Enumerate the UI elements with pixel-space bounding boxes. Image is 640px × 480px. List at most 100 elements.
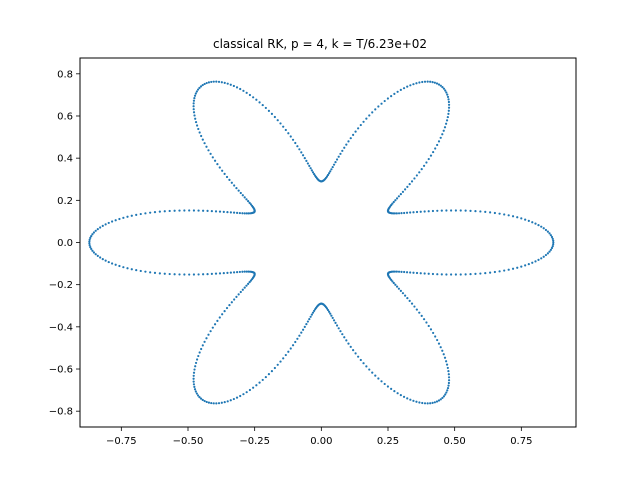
data-point bbox=[421, 80, 424, 84]
data-point bbox=[196, 88, 200, 91]
data-point bbox=[210, 80, 213, 84]
data-point bbox=[89, 246, 92, 249]
data-point bbox=[393, 92, 396, 95]
data-point bbox=[423, 210, 426, 213]
data-point bbox=[88, 242, 91, 245]
data-point bbox=[197, 273, 200, 276]
data-point bbox=[339, 152, 342, 155]
data-point bbox=[442, 87, 446, 90]
data-point bbox=[423, 80, 427, 83]
data-point bbox=[301, 328, 305, 331]
data-point bbox=[479, 272, 482, 275]
data-point bbox=[447, 381, 450, 385]
data-point bbox=[446, 93, 449, 96]
data-point bbox=[96, 228, 99, 231]
data-point bbox=[362, 362, 365, 365]
data-point bbox=[247, 282, 250, 285]
data-point bbox=[419, 210, 422, 213]
data-point bbox=[368, 114, 371, 117]
data-point bbox=[192, 102, 195, 105]
data-point bbox=[445, 391, 448, 394]
data-point bbox=[192, 105, 195, 108]
data-point bbox=[349, 345, 352, 348]
data-point bbox=[198, 86, 201, 89]
data-point bbox=[520, 265, 523, 268]
data-point bbox=[542, 255, 545, 258]
data-point bbox=[200, 347, 203, 351]
data-point bbox=[194, 117, 197, 120]
data-point bbox=[279, 122, 282, 125]
data-point bbox=[237, 189, 240, 192]
data-point bbox=[242, 393, 245, 396]
data-point bbox=[206, 273, 209, 276]
data-point bbox=[444, 89, 447, 92]
data-point bbox=[507, 268, 510, 271]
data-point bbox=[371, 371, 374, 374]
data-point bbox=[335, 324, 339, 327]
data-point bbox=[229, 271, 232, 274]
data-point bbox=[511, 267, 515, 270]
data-point bbox=[443, 126, 447, 129]
data-point bbox=[287, 132, 290, 135]
data-point bbox=[298, 334, 301, 337]
data-point bbox=[144, 212, 147, 215]
data-point bbox=[305, 159, 308, 162]
data-point bbox=[421, 401, 424, 405]
data-point bbox=[236, 271, 239, 274]
data-point bbox=[410, 302, 414, 305]
data-point bbox=[303, 325, 306, 328]
y-tick-label: 0.2 bbox=[57, 196, 73, 207]
data-point bbox=[447, 376, 451, 379]
data-point bbox=[507, 214, 510, 217]
data-point bbox=[94, 229, 97, 232]
data-point bbox=[178, 209, 181, 212]
data-point bbox=[537, 224, 540, 227]
data-point bbox=[210, 401, 213, 405]
data-point bbox=[439, 84, 442, 87]
data-point bbox=[534, 222, 537, 225]
data-point bbox=[311, 171, 315, 174]
data-point bbox=[450, 209, 453, 212]
data-point bbox=[239, 394, 242, 398]
data-point bbox=[446, 95, 450, 99]
data-point bbox=[135, 213, 138, 216]
data-point bbox=[252, 386, 255, 389]
data-point bbox=[216, 319, 219, 322]
data-point bbox=[213, 159, 217, 162]
data-point bbox=[442, 129, 445, 132]
data-point bbox=[474, 210, 477, 213]
data-point bbox=[531, 261, 534, 264]
data-point bbox=[391, 202, 394, 205]
data-point bbox=[229, 83, 232, 86]
data-point bbox=[498, 270, 501, 273]
data-point bbox=[90, 234, 93, 238]
data-point bbox=[245, 391, 248, 394]
data-point bbox=[546, 230, 549, 233]
data-point bbox=[332, 163, 336, 166]
data-point bbox=[400, 270, 403, 273]
data-point bbox=[270, 112, 274, 116]
data-point bbox=[247, 270, 250, 273]
data-point bbox=[432, 150, 435, 154]
data-point bbox=[214, 272, 218, 275]
data-point bbox=[298, 148, 301, 151]
data-point bbox=[489, 211, 492, 214]
data-point bbox=[511, 215, 515, 218]
data-point bbox=[415, 271, 419, 275]
data-point bbox=[359, 123, 362, 127]
data-point bbox=[334, 161, 337, 164]
data-point bbox=[399, 394, 402, 397]
data-point bbox=[241, 288, 244, 291]
data-point bbox=[248, 388, 252, 392]
data-point bbox=[222, 272, 225, 275]
data-point bbox=[215, 80, 218, 83]
data-point bbox=[207, 81, 211, 84]
data-point bbox=[548, 232, 551, 235]
data-point bbox=[418, 311, 421, 314]
data-point bbox=[352, 349, 355, 352]
data-point bbox=[122, 266, 125, 269]
data-point bbox=[406, 297, 409, 300]
data-point bbox=[436, 338, 439, 342]
data-point bbox=[429, 328, 433, 331]
data-point bbox=[126, 267, 129, 270]
